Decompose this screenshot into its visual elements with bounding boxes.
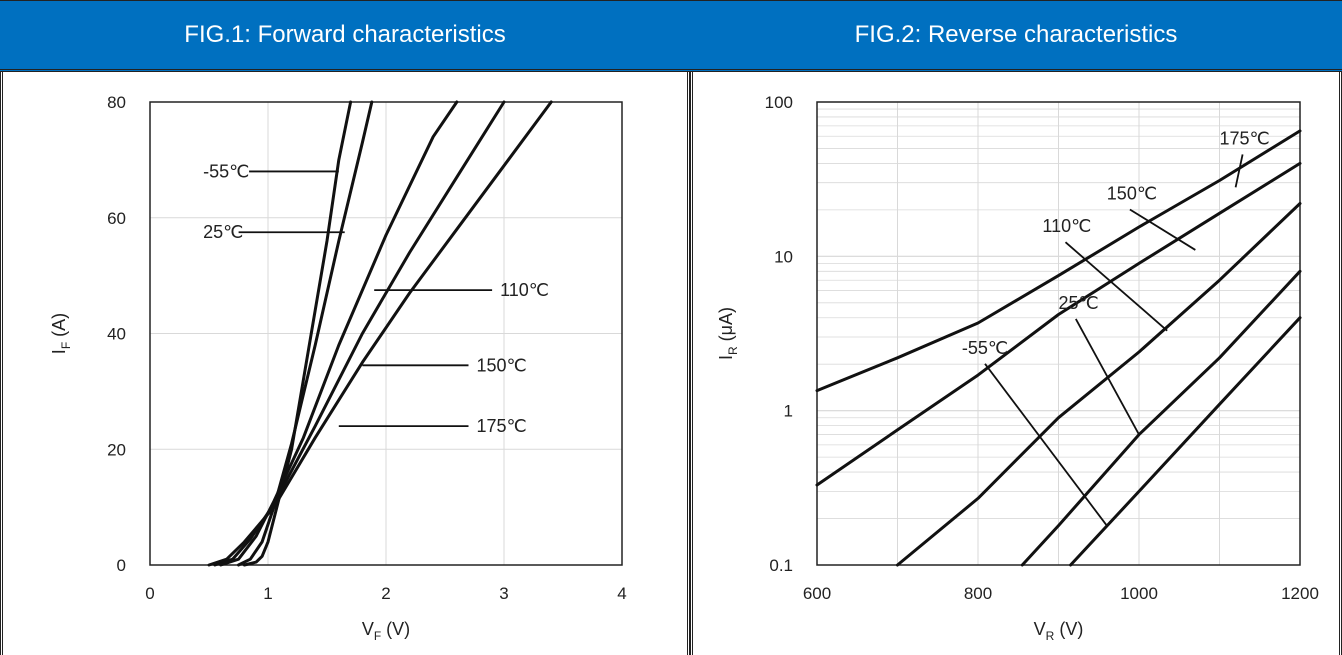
x-axis-label: VR (V): [1034, 619, 1084, 643]
x-tick-label: 4: [617, 584, 626, 603]
series-line-110c: [219, 100, 459, 567]
y-tick-label: 20: [107, 440, 126, 459]
annotation-leader: [1234, 154, 1244, 188]
series-line-minus55c: [242, 100, 353, 567]
y-tick-label: 100: [765, 93, 793, 112]
series-line-minus55c: [1069, 316, 1302, 567]
figure-1-panel: [0, 0, 690, 655]
reverse-characteristics-chart: 600 800 1000 1200 0.1 1 10 100 175℃ 150℃ 110℃ 25℃ -5…: [716, 93, 1319, 643]
annotation-label: -55℃: [962, 338, 1008, 358]
annotation-label: 25℃: [1059, 293, 1099, 313]
series-line-25c: [237, 100, 374, 567]
plot-area: [816, 101, 1301, 566]
annotation-label: 150℃: [1107, 183, 1157, 203]
x-tick-label: 1200: [1281, 584, 1319, 603]
y-tick-label: 1: [784, 402, 793, 421]
annotation-leader: [1075, 318, 1140, 436]
x-tick-label: 800: [964, 584, 992, 603]
series-line-25c: [1020, 269, 1302, 567]
annotation-leader: [1064, 241, 1168, 332]
x-tick-label: 2: [381, 584, 390, 603]
series-line-175c: [815, 129, 1302, 393]
x-axis-label: VF (V): [362, 619, 410, 643]
series-line-150c: [815, 161, 1302, 487]
y-tick-label: 0.1: [769, 556, 793, 575]
y-tick-label: 40: [107, 325, 126, 344]
series-line-150c: [213, 100, 506, 567]
x-tick-label: 600: [803, 584, 831, 603]
annotation-label: 25℃: [203, 222, 243, 242]
annotation-label: 110℃: [1042, 216, 1091, 236]
series-line-175c: [207, 100, 553, 567]
y-tick-label: 80: [107, 93, 126, 112]
y-tick-label: 60: [107, 209, 126, 228]
annotation-label: -55℃: [203, 161, 249, 181]
x-tick-label: 1000: [1120, 584, 1158, 603]
y-axis-label: IR (μA): [716, 307, 740, 360]
annotation-label: 175℃: [477, 416, 527, 436]
x-tick-label: 1: [263, 584, 272, 603]
x-tick-label: 3: [499, 584, 508, 603]
annotation-label: 175℃: [1220, 128, 1270, 148]
y-tick-label: 10: [774, 247, 793, 266]
y-axis-label: IF (A): [49, 313, 73, 354]
figure-2-panel: [690, 0, 1342, 655]
x-tick-label: 0: [145, 584, 154, 603]
annotation-leader: [1129, 208, 1196, 251]
y-tick-label: 0: [117, 556, 126, 575]
series-line-110c: [896, 202, 1302, 567]
plot-area: [149, 101, 623, 566]
annotation-label: 110℃: [500, 280, 549, 300]
annotation-leader: [984, 363, 1108, 527]
annotation-label: 150℃: [477, 355, 527, 375]
figure-2-title: FIG.2: Reverse characteristics: [690, 0, 1342, 72]
figure-1-title: FIG.1: Forward characteristics: [0, 0, 690, 72]
